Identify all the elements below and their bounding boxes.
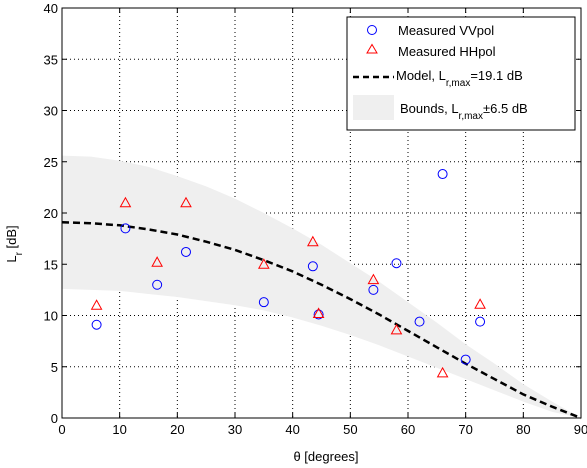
- vv-point: [152, 279, 163, 290]
- legend-bounds-label-post: ±6.5 dB: [483, 101, 528, 116]
- vv-point: [437, 169, 448, 180]
- ticks: 0 10 20 30 40 50 60 70 80 90 0 5 10 15 20 25 30 35 40: [44, 1, 587, 437]
- legend-bounds-label-pre: Bounds, L: [400, 101, 459, 116]
- y-tick-label: 40: [44, 1, 58, 16]
- hh-point: [474, 298, 486, 309]
- hh-point: [90, 299, 103, 310]
- vv-point: [258, 297, 269, 308]
- legend: Measured VVpol Measured HHpol Model, Lr,…: [346, 16, 576, 131]
- hh-point: [180, 196, 192, 208]
- vv-point: [313, 309, 324, 320]
- x-tick-label: 30: [228, 422, 242, 437]
- x-tick-label: 70: [458, 422, 472, 437]
- y-tick-label: 25: [44, 155, 58, 170]
- y-tick-label: 30: [44, 104, 58, 119]
- model-line-layer: [61, 220, 582, 420]
- markers-layer: [90, 169, 486, 378]
- y-tick-label: 20: [44, 206, 58, 221]
- hh-point: [257, 258, 270, 269]
- x-tick-label: 50: [343, 422, 357, 437]
- hh-point: [390, 323, 403, 335]
- y-tick-label: 15: [44, 257, 58, 272]
- hh-point: [436, 366, 449, 378]
- legend-vv-marker: [367, 25, 377, 35]
- vv-point: [391, 258, 402, 269]
- vv-point: [368, 284, 379, 295]
- x-tick-label: 90: [574, 422, 587, 437]
- hh-point: [151, 256, 163, 267]
- x-tick-label: 80: [516, 422, 530, 437]
- hh-point: [312, 307, 325, 318]
- vv-point: [180, 246, 191, 257]
- hh-point: [119, 196, 132, 208]
- y-axis-label: Lr [dB]: [4, 225, 25, 262]
- vv-point: [460, 354, 471, 365]
- x-tick-label: 20: [170, 422, 184, 437]
- vv-point: [307, 261, 318, 272]
- legend-bounds-swatch: [353, 95, 394, 120]
- legend-model-label: Model, Lr,max=19.1 dB: [396, 68, 523, 89]
- x-tick-label: 10: [112, 422, 126, 437]
- hh-point: [367, 273, 380, 285]
- y-axis-label-sub: r: [14, 251, 25, 255]
- x-tick-label: 60: [401, 422, 415, 437]
- legend-hh-marker: [366, 43, 378, 54]
- vv-point: [120, 223, 131, 234]
- vv-point: [91, 319, 102, 330]
- x-axis-label: θ [degrees]: [293, 449, 358, 464]
- x-tick-label: 0: [58, 422, 65, 437]
- legend-model-label-sub: r,max: [446, 78, 470, 89]
- bounds-band: [62, 155, 581, 418]
- y-tick-label: 5: [51, 360, 58, 375]
- legend-vv-label: Measured VVpol: [398, 23, 494, 38]
- hh-point: [307, 235, 319, 247]
- legend-hh-label: Measured HHpol: [398, 44, 496, 59]
- y-axis-label-unit: [dB]: [4, 225, 19, 252]
- legend-model-label-post: =19.1 dB: [470, 68, 522, 83]
- bounds-band-layer: [62, 155, 581, 418]
- y-tick-label: 0: [51, 411, 58, 426]
- legend-bounds-label-sub: r,max: [459, 111, 483, 122]
- y-tick-label: 35: [44, 52, 58, 67]
- y-tick-label: 10: [44, 309, 58, 324]
- x-tick-label: 40: [285, 422, 299, 437]
- legend-bounds-label: Bounds, Lr,max±6.5 dB: [400, 101, 528, 122]
- y-axis-label-main: L: [4, 255, 19, 262]
- vv-point: [475, 316, 486, 327]
- model-line: [61, 220, 582, 420]
- legend-model-label-pre: Model, L: [396, 68, 446, 83]
- vv-point: [414, 316, 425, 327]
